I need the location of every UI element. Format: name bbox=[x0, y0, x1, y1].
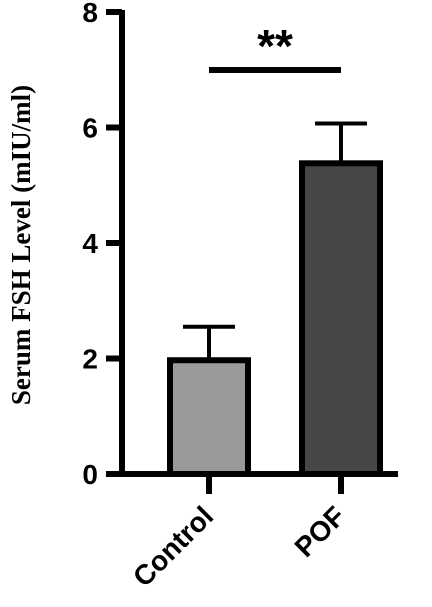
significance-label: ** bbox=[257, 20, 293, 72]
bars bbox=[167, 160, 383, 478]
y-axis: 0 2 4 6 8 bbox=[82, 0, 125, 490]
y-tick-label-2: 4 bbox=[82, 228, 98, 259]
bar-1 bbox=[299, 160, 383, 477]
x-axis: Control POF bbox=[119, 471, 398, 593]
significance-annotation: ** bbox=[209, 20, 341, 73]
error-bars bbox=[183, 121, 367, 361]
y-tick-label-4: 8 bbox=[82, 0, 98, 28]
x-tick-label-1: POF bbox=[289, 500, 352, 563]
bar-0 bbox=[167, 357, 251, 478]
y-axis-title: Serum FSH Level (mIU/ml) bbox=[6, 85, 36, 405]
y-tick-label-0: 0 bbox=[82, 459, 98, 490]
y-tick-label-3: 6 bbox=[82, 113, 98, 144]
x-tick-label-0: Control bbox=[127, 500, 219, 592]
y-tick-label-1: 2 bbox=[82, 344, 98, 375]
